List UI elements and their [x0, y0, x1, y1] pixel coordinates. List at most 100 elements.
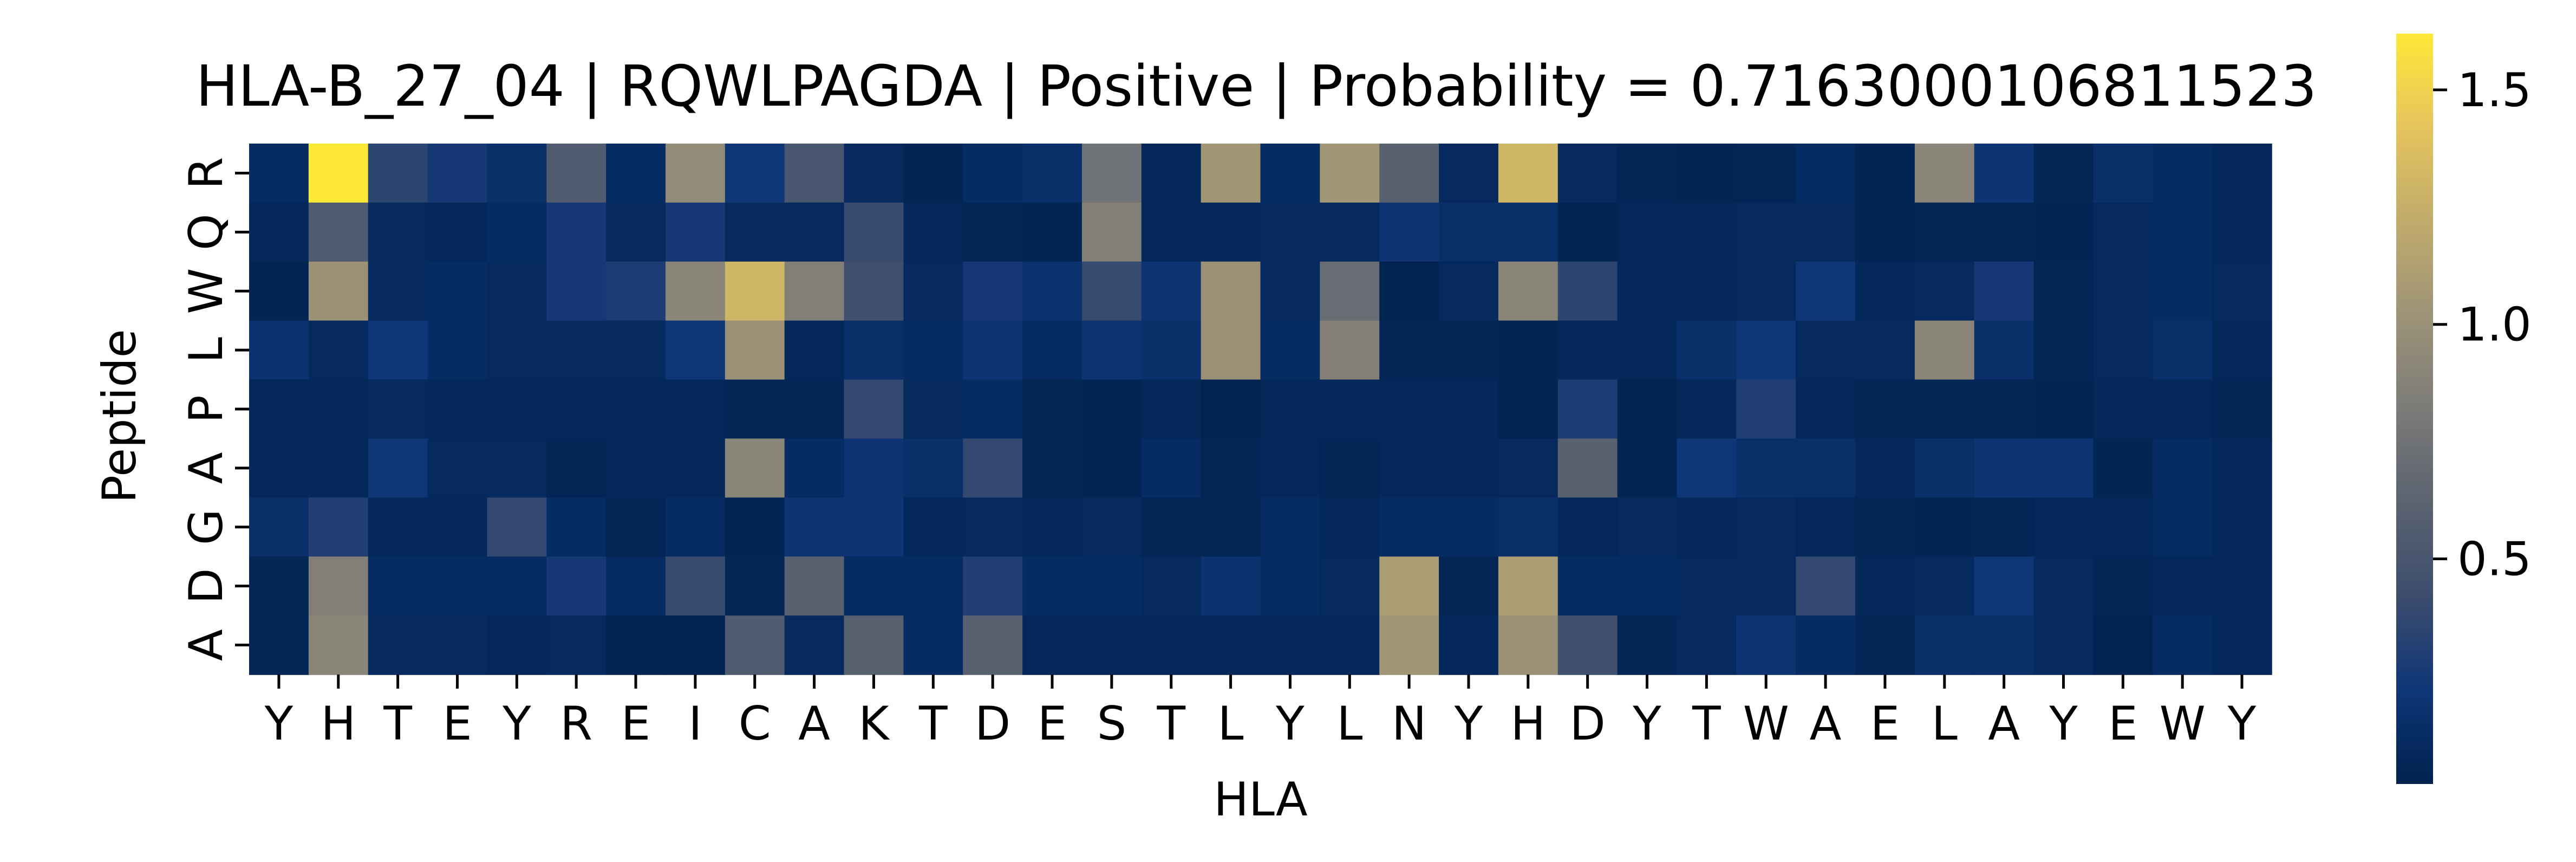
heatmap-cell — [1736, 615, 1796, 675]
x-tick-label: Y — [1275, 697, 1305, 751]
heatmap-cell — [1022, 144, 1082, 203]
colorbar-tick-label: 1.0 — [2457, 298, 2532, 352]
heatmap-cell — [427, 320, 488, 380]
heatmap-cell — [1081, 379, 1142, 439]
heatmap-cell — [1379, 556, 1439, 616]
heatmap-cell — [2212, 202, 2272, 262]
heatmap-cell — [1914, 320, 1975, 380]
heatmap-cell — [1557, 556, 1618, 616]
heatmap-cell — [2033, 144, 2094, 203]
heatmap-cell — [606, 497, 666, 558]
heatmap-cell — [1141, 144, 1202, 203]
chart-title: HLA-B_27_04 | RQWLPAGDA | Positive | Pro… — [196, 53, 2317, 119]
heatmap-cell — [1855, 497, 1915, 558]
heatmap-cell — [1914, 615, 1975, 675]
heatmap-cell — [844, 379, 904, 439]
heatmap-cell — [487, 497, 547, 558]
heatmap-cell — [1379, 438, 1439, 498]
heatmap-cell — [1617, 615, 1678, 675]
heatmap-cell — [1081, 320, 1142, 380]
heatmap-cell — [1736, 556, 1796, 616]
heatmap-cell — [308, 379, 369, 439]
heatmap-cell — [1677, 438, 1737, 498]
x-tick-label: A — [1988, 697, 2020, 751]
y-tick-label: W — [179, 268, 233, 314]
heatmap-cell — [1260, 320, 1321, 380]
colorbar-ticks: 0.5 1.0 1.5 — [2433, 63, 2532, 587]
heatmap-cell — [784, 320, 845, 380]
heatmap-cell — [2153, 261, 2213, 321]
heatmap-cell — [903, 144, 964, 203]
heatmap-cell — [249, 379, 309, 439]
heatmap-cell — [2033, 615, 2094, 675]
heatmap-cell — [1141, 615, 1202, 675]
heatmap-cell — [665, 379, 726, 439]
heatmap-cell — [1617, 556, 1678, 616]
heatmap-cell — [1736, 497, 1796, 558]
heatmap-cell — [487, 320, 547, 380]
x-tick-label: L — [1932, 697, 1958, 751]
heatmap-cell — [725, 497, 785, 558]
heatmap-cell — [784, 497, 845, 558]
heatmap-cell — [725, 261, 785, 321]
heatmap-cell — [1617, 379, 1678, 439]
x-tick-label: A — [1810, 697, 1842, 751]
heatmap-cell — [1974, 202, 2034, 262]
heatmap-cell — [1081, 261, 1142, 321]
heatmap-cell — [2093, 497, 2154, 558]
y-tick-label: L — [179, 337, 233, 363]
heatmap-cell — [487, 144, 547, 203]
heatmap-cell — [1617, 320, 1678, 380]
heatmap-cell — [546, 261, 606, 321]
heatmap-cell — [1914, 497, 1975, 558]
heatmap-cell — [1201, 320, 1261, 380]
heatmap-cell — [963, 144, 1023, 203]
heatmap-cell — [2033, 261, 2094, 321]
heatmap-cell — [903, 615, 964, 675]
heatmap-cell — [665, 438, 726, 498]
heatmap-cell — [1081, 556, 1142, 616]
y-tick-label: A — [179, 452, 233, 484]
heatmap-cell — [1677, 202, 1737, 262]
heatmap-cell — [1557, 202, 1618, 262]
heatmap-cell — [903, 320, 964, 380]
x-tick-label: N — [1392, 697, 1426, 751]
heatmap-cell — [1677, 320, 1737, 380]
heatmap-cell — [606, 144, 666, 203]
heatmap-cell — [1796, 144, 1856, 203]
heatmap-cell — [2212, 320, 2272, 380]
heatmap-cell — [1439, 497, 1499, 558]
heatmap-cell — [308, 144, 369, 203]
heatmap-cell — [2212, 497, 2272, 558]
heatmap-cell — [963, 202, 1023, 262]
heatmap-cell — [1557, 438, 1618, 498]
heatmap-cell — [1914, 261, 1975, 321]
heatmap-cell — [1617, 144, 1678, 203]
heatmap-cell — [1498, 438, 1558, 498]
heatmap-cell — [963, 320, 1023, 380]
heatmap-cell — [1855, 144, 1915, 203]
heatmap-cell — [784, 556, 845, 616]
heatmap-cell — [903, 261, 964, 321]
x-tick-label: T — [383, 697, 412, 751]
x-tick-label: Y — [502, 697, 531, 751]
heatmap-cell — [2033, 379, 2094, 439]
heatmap-cell — [1141, 379, 1202, 439]
heatmap-cell — [665, 144, 726, 203]
heatmap-cell — [1439, 144, 1499, 203]
heatmap-cells — [249, 144, 2272, 675]
heatmap-cell — [2093, 379, 2154, 439]
heatmap-cell — [1201, 615, 1261, 675]
heatmap-cell — [606, 615, 666, 675]
heatmap-cell — [1379, 144, 1439, 203]
heatmap-cell — [308, 497, 369, 558]
heatmap-cell — [665, 615, 726, 675]
heatmap-cell — [487, 615, 547, 675]
heatmap-cell — [308, 320, 369, 380]
heatmap-cell — [368, 261, 428, 321]
heatmap-cell — [1081, 615, 1142, 675]
heatmap-cell — [1736, 144, 1796, 203]
heatmap-cell — [963, 497, 1023, 558]
heatmap-cell — [2153, 144, 2213, 203]
heatmap-cell — [546, 615, 606, 675]
